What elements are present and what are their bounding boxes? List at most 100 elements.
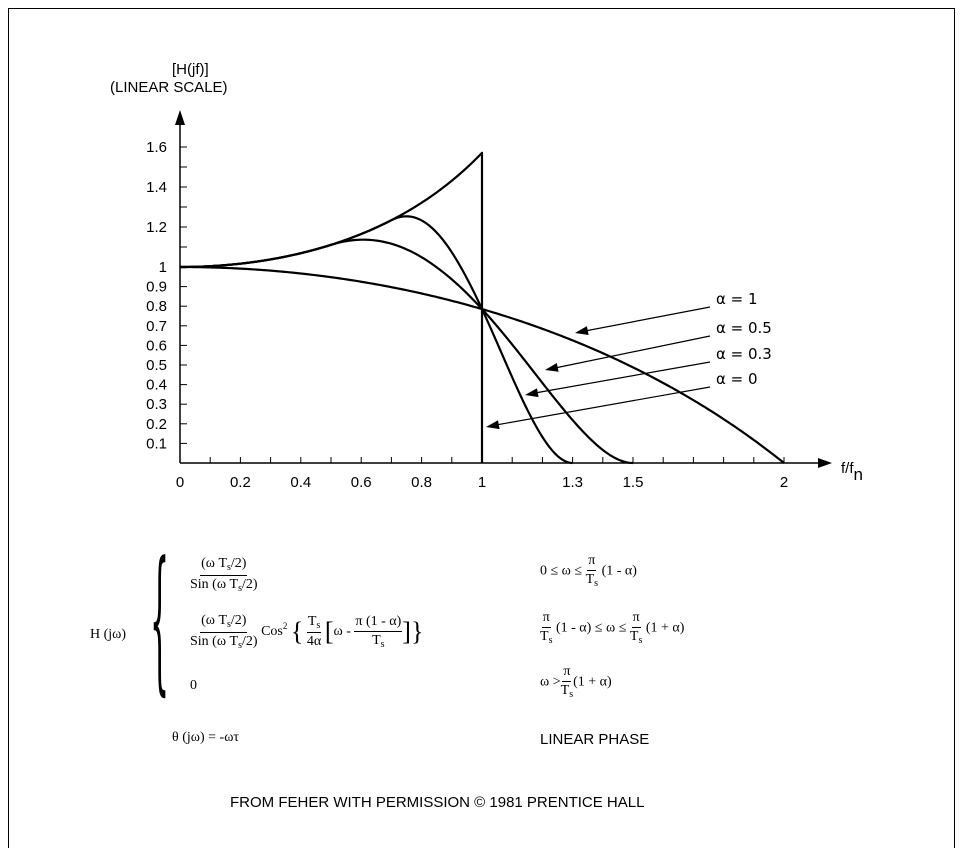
y-tick-label: 1.2 [146, 219, 167, 236]
y-axis-label-line2: (LINEAR SCALE) [110, 79, 228, 96]
case2-numerator-end: /2) [230, 613, 247, 628]
legend-arrowhead [575, 326, 589, 335]
formula-lhs: H (jω) [90, 627, 127, 642]
case2-ts-sub: s [316, 619, 321, 631]
formula-case1: (ω Ts/2) Sin (ω Ts/2) [190, 556, 258, 594]
case1-denominator-sub: s [238, 582, 243, 594]
case1-numerator-sub: s [227, 562, 231, 573]
chart: 0 0.2 0.4 0.6 0.8 1 1.3 1.5 2 0.1 0.2 0.3 0.4 0.5 0.6 0… [146, 110, 832, 491]
case2-cos-sup: 2 [282, 621, 288, 632]
formula-case3: 0 [190, 678, 197, 693]
legend-arrowhead [545, 363, 559, 372]
y-axis-label-line1: [H(jf)] [172, 61, 209, 78]
x-tick-label: 0.8 [411, 474, 432, 491]
x-tick-label: 0.2 [230, 474, 251, 491]
case1-numerator-end: /2) [230, 556, 247, 571]
phase-equation: θ (jω) = -ωτ [172, 730, 240, 745]
legend-arrowhead [525, 388, 539, 398]
case2-omega: ω - [333, 624, 351, 640]
case2-denominator: Sin (ω T [190, 633, 239, 649]
case1-numerator: (ω T [201, 556, 228, 571]
case2-cond-pi1: π [541, 610, 551, 629]
case2-4alpha: 4α [306, 634, 322, 650]
case2-cos: Cos [261, 624, 283, 640]
case2-cond-T2-sub: s [638, 635, 643, 647]
case3-cond-pre: ω > [540, 674, 561, 690]
case2-cond-T1: T [540, 629, 549, 645]
x-tick-label: 2 [780, 474, 788, 491]
legend-arrow-line [584, 306, 711, 332]
case2-ts: T [307, 613, 317, 629]
case2-pi-num: π (1 - α) [354, 614, 403, 632]
y-tick-label: 0.2 [146, 416, 167, 433]
case1-denominator-end: /2) [242, 576, 258, 592]
case2-close-brace: } [410, 617, 424, 646]
y-tick-label: 0.4 [146, 377, 167, 394]
phase-label: LINEAR PHASE [540, 731, 650, 748]
case1-cond-T-sub: s [594, 578, 599, 590]
formula-case2: (ω Ts/2) Sin (ω Ts/2) Cos2 { Ts 4α [ω - … [190, 613, 423, 651]
case2-close-bracket: ] [402, 617, 411, 646]
case3-cond-pi: π [562, 664, 572, 683]
x-tick-label: 0 [176, 474, 184, 491]
case2-cond-T2: T [629, 629, 639, 645]
legend-arrow-line [534, 361, 711, 394]
series-curve [180, 151, 484, 463]
x-axis-label: f/fn [841, 460, 863, 485]
y-tick-label: 0.7 [146, 318, 167, 335]
case2-denominator-end: /2) [242, 633, 258, 649]
credit-line: FROM FEHER WITH PERMISSION © 1981 PRENTI… [230, 794, 645, 811]
case1-cond-pre: 0 ≤ ω ≤ [540, 563, 583, 579]
y-axis-arrow [175, 110, 185, 125]
legend-label: α = 1 [716, 290, 758, 308]
case1-cond-post: (1 - α) [601, 563, 637, 579]
case3-cond-T-sub: s [569, 689, 574, 701]
figure-frame [8, 8, 955, 848]
y-tick-label: 0.6 [146, 337, 167, 354]
legend-arrow-line [554, 335, 711, 369]
formula-brace: { [150, 532, 170, 715]
x-axis-arrow [818, 458, 832, 468]
case2-open-bracket: [ [324, 617, 334, 646]
series-curve [180, 215, 573, 465]
x-tick-label: 1.5 [623, 474, 644, 491]
case2-numerator-sub: s [227, 619, 231, 630]
case2-cond-post: (1 + α) [645, 620, 685, 636]
case1-cond-T: T [585, 572, 595, 588]
case1-cond-pi: π [587, 553, 597, 572]
x-tick-label: 0.6 [351, 474, 372, 491]
case2-numerator: (ω T [201, 613, 228, 628]
formula-case3-condition: ω > π Ts (1 + α) [540, 664, 612, 701]
case2-cond-pi2: π [631, 610, 641, 629]
x-axis-label-text: f/f [841, 460, 854, 477]
legend-label: α = 0.5 [716, 319, 772, 337]
case2-pi-den: T [372, 632, 381, 648]
case3-cond-post: (1 + α) [573, 674, 612, 690]
case2-cond-mid: (1 - α) ≤ ω ≤ [555, 620, 627, 636]
x-tick-label: 0.4 [290, 474, 311, 491]
y-tick-label: 1 [159, 259, 167, 276]
y-tick-label: 1.6 [146, 139, 167, 156]
y-tick-label: 0.9 [146, 279, 167, 296]
y-tick-label: 0.5 [146, 357, 167, 374]
y-tick-label: 0.1 [146, 435, 167, 452]
formula-case2-condition: π Ts (1 - α) ≤ ω ≤ π Ts (1 + α) [540, 610, 684, 647]
series-curve [180, 238, 634, 465]
x-tick-label: 1 [478, 474, 486, 491]
legend-arrowhead [486, 420, 500, 430]
formula-case1-condition: 0 ≤ ω ≤ π Ts (1 - α) [540, 553, 637, 590]
x-axis-label-subscript: n [853, 465, 863, 484]
legend-label: α = 0.3 [716, 345, 772, 363]
y-tick-label: 1.4 [146, 179, 167, 196]
case2-pi-den-sub: s [380, 638, 385, 650]
case2-cond-T1-sub: s [548, 635, 553, 647]
y-tick-label: 0.3 [146, 396, 167, 413]
case3-cond-T: T [560, 683, 570, 699]
y-tick-label: 0.8 [146, 298, 167, 315]
case2-open-brace: { [290, 617, 304, 646]
x-tick-label: 1.3 [562, 474, 583, 491]
legend-arrow-line [495, 386, 711, 426]
legend-label: α = 0 [716, 370, 758, 388]
case2-denominator-sub: s [238, 639, 243, 651]
case1-denominator: Sin (ω T [190, 576, 239, 592]
